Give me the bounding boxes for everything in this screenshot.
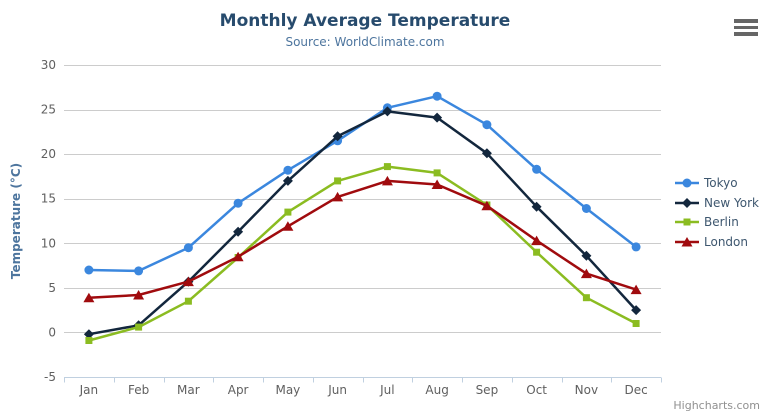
new-york-diamond-legend-icon — [675, 197, 699, 208]
hamburger-menu-icon — [734, 19, 758, 23]
data-point-new-york[interactable] — [332, 131, 343, 142]
data-point-london[interactable] — [431, 179, 443, 190]
x-axis-label: Jan — [79, 383, 99, 397]
data-point-new-york[interactable] — [432, 112, 443, 123]
legend-label: New York — [704, 195, 759, 210]
data-point-new-york[interactable] — [282, 175, 293, 186]
y-axis-label: -5 — [44, 370, 56, 384]
y-axis-title: Temperature (°C) — [9, 163, 23, 279]
y-axis-label: 20 — [41, 147, 56, 161]
berlin-square-legend-icon — [675, 218, 699, 226]
data-point-new-york[interactable] — [581, 250, 592, 261]
data-point-london[interactable] — [83, 292, 95, 303]
data-point-tokyo[interactable] — [84, 265, 94, 275]
data-point-tokyo[interactable] — [432, 91, 442, 101]
hamburger-menu-icon — [734, 25, 758, 29]
legend: Tokyo New York Berlin London — [674, 176, 759, 254]
data-point-tokyo[interactable] — [581, 204, 591, 213]
data-point-berlin[interactable] — [632, 320, 640, 327]
credits-link[interactable]: Highcharts.com — [673, 399, 760, 412]
data-point-tokyo[interactable] — [233, 198, 243, 208]
data-point-berlin[interactable] — [184, 297, 192, 305]
legend-label: Berlin — [704, 215, 739, 229]
chart-subtitle: Source: WorldClimate.com — [285, 35, 445, 49]
data-point-new-york[interactable] — [481, 148, 492, 159]
data-point-london[interactable] — [232, 251, 244, 262]
hamburger-menu-icon — [734, 32, 758, 36]
london-triangle-legend-icon — [675, 236, 699, 246]
x-axis-label: Jun — [327, 383, 347, 397]
data-point-berlin[interactable] — [433, 169, 441, 177]
data-point-tokyo[interactable] — [283, 165, 293, 175]
data-point-new-york[interactable] — [631, 305, 642, 316]
data-point-london[interactable] — [481, 200, 493, 211]
data-point-london[interactable] — [531, 235, 543, 246]
data-point-berlin[interactable] — [533, 248, 541, 256]
legend-item-london[interactable]: London — [674, 235, 759, 249]
data-point-london[interactable] — [630, 284, 642, 295]
y-axis-label: 10 — [41, 236, 56, 250]
data-point-london[interactable] — [282, 221, 294, 231]
legend-item-new-york[interactable]: New York — [674, 196, 759, 210]
data-point-new-york[interactable] — [83, 329, 94, 340]
data-point-tokyo[interactable] — [183, 243, 193, 253]
y-axis-label: 0 — [48, 325, 56, 339]
data-point-london[interactable] — [580, 268, 592, 279]
x-axis-label: Nov — [575, 383, 598, 397]
data-point-tokyo[interactable] — [134, 266, 144, 276]
series-line-tokyo[interactable] — [87, 94, 638, 273]
x-axis-label: Oct — [526, 383, 547, 397]
data-point-london[interactable] — [133, 290, 145, 300]
x-axis-label: Sep — [476, 383, 499, 397]
legend-item-berlin[interactable]: Berlin — [674, 215, 759, 229]
x-axis-label: May — [275, 383, 300, 397]
x-axis-label: Feb — [128, 383, 149, 397]
x-axis-label: Mar — [177, 383, 200, 397]
data-point-berlin[interactable] — [135, 323, 143, 331]
data-point-berlin[interactable] — [284, 208, 292, 216]
data-point-berlin[interactable] — [383, 163, 391, 171]
x-axis-label: Dec — [625, 383, 648, 397]
legend-label: Tokyo — [704, 176, 738, 190]
y-axis-label: 25 — [41, 103, 56, 117]
tokyo-circle-legend-icon — [675, 178, 699, 188]
data-point-london[interactable] — [332, 191, 344, 202]
series-line-new-york[interactable] — [87, 110, 638, 336]
export-menu-button[interactable] — [734, 19, 758, 37]
series-line-berlin[interactable] — [87, 165, 638, 342]
x-axis-label: Apr — [228, 383, 249, 397]
data-point-tokyo[interactable] — [482, 120, 492, 130]
x-axis-label: Jul — [379, 383, 394, 397]
x-axis-label: Aug — [425, 383, 448, 397]
chart-title: Monthly Average Temperature — [219, 11, 511, 31]
data-point-new-york[interactable] — [233, 226, 244, 237]
series-line-london[interactable] — [87, 179, 638, 299]
data-point-london[interactable] — [381, 175, 393, 186]
data-point-berlin[interactable] — [582, 294, 590, 302]
data-point-tokyo[interactable] — [532, 164, 542, 174]
y-axis-label: 30 — [41, 58, 56, 72]
data-point-berlin[interactable] — [85, 337, 93, 344]
data-point-tokyo[interactable] — [631, 242, 641, 252]
legend-item-tokyo[interactable]: Tokyo — [674, 176, 759, 190]
y-axis-label: 5 — [48, 281, 56, 295]
data-point-new-york[interactable] — [382, 106, 393, 117]
y-axis-label: 15 — [41, 192, 56, 206]
data-point-new-york[interactable] — [531, 201, 542, 212]
legend-label: London — [704, 234, 748, 249]
data-point-berlin[interactable] — [334, 177, 342, 185]
data-point-london[interactable] — [182, 276, 194, 287]
